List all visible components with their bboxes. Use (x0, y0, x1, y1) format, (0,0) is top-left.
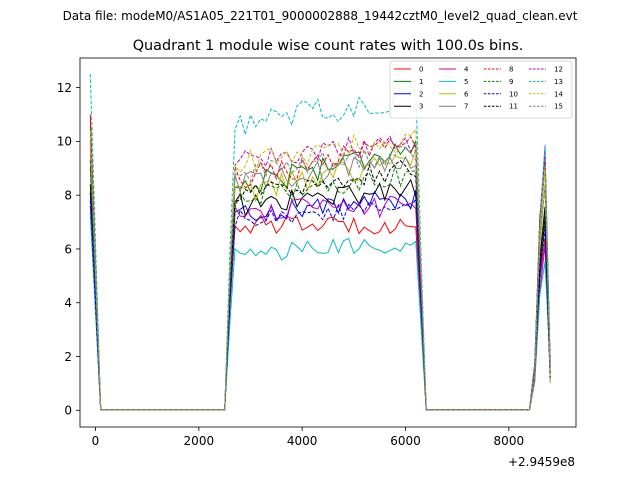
legend-label-4: 4 (464, 66, 469, 74)
series-line-14 (89, 128, 551, 411)
legend-label-3: 3 (419, 103, 423, 111)
y-tick-label: 2 (64, 350, 72, 364)
plot-series (89, 74, 551, 411)
x-tick-label: 6000 (390, 434, 421, 448)
y-tick-label: 6 (64, 242, 72, 256)
y-tick-label: 12 (57, 81, 72, 95)
x-tick-label: 4000 (287, 434, 318, 448)
legend-box (389, 60, 573, 119)
legend-label-11: 11 (509, 103, 518, 111)
legend-label-5: 5 (464, 78, 468, 86)
chart-title: Quadrant 1 module wise count rates with … (133, 38, 524, 54)
legend-label-8: 8 (509, 66, 513, 74)
x-tick-label: 2000 (184, 434, 215, 448)
x-tick-label: 0 (92, 434, 100, 448)
data-file-header: Data file: modeM0/AS1A05_221T01_90000028… (63, 9, 578, 23)
legend-label-7: 7 (464, 103, 468, 111)
legend-label-2: 2 (419, 90, 423, 98)
y-tick-label: 4 (64, 296, 72, 310)
legend-label-12: 12 (554, 66, 563, 74)
series-line-15 (89, 145, 551, 411)
legend-label-13: 13 (554, 78, 563, 86)
legend-label-0: 0 (419, 66, 423, 74)
y-tick-label: 8 (64, 188, 72, 202)
x-offset-label: +2.9459e8 (508, 455, 575, 469)
legend-label-10: 10 (509, 90, 518, 98)
y-tick-label: 10 (57, 135, 72, 149)
legend-label-14: 14 (554, 90, 563, 98)
legend-label-9: 9 (509, 78, 513, 86)
x-axis: 0 2000 4000 6000 8000 (92, 427, 524, 448)
x-tick-label: 8000 (494, 434, 525, 448)
y-tick-label: 0 (64, 404, 72, 418)
legend-label-15: 15 (554, 103, 563, 111)
axes-frame (79, 57, 577, 428)
y-axis: 0 2 4 6 8 10 12 (57, 81, 80, 418)
legend-label-6: 6 (464, 90, 469, 98)
legend-label-1: 1 (419, 78, 423, 86)
